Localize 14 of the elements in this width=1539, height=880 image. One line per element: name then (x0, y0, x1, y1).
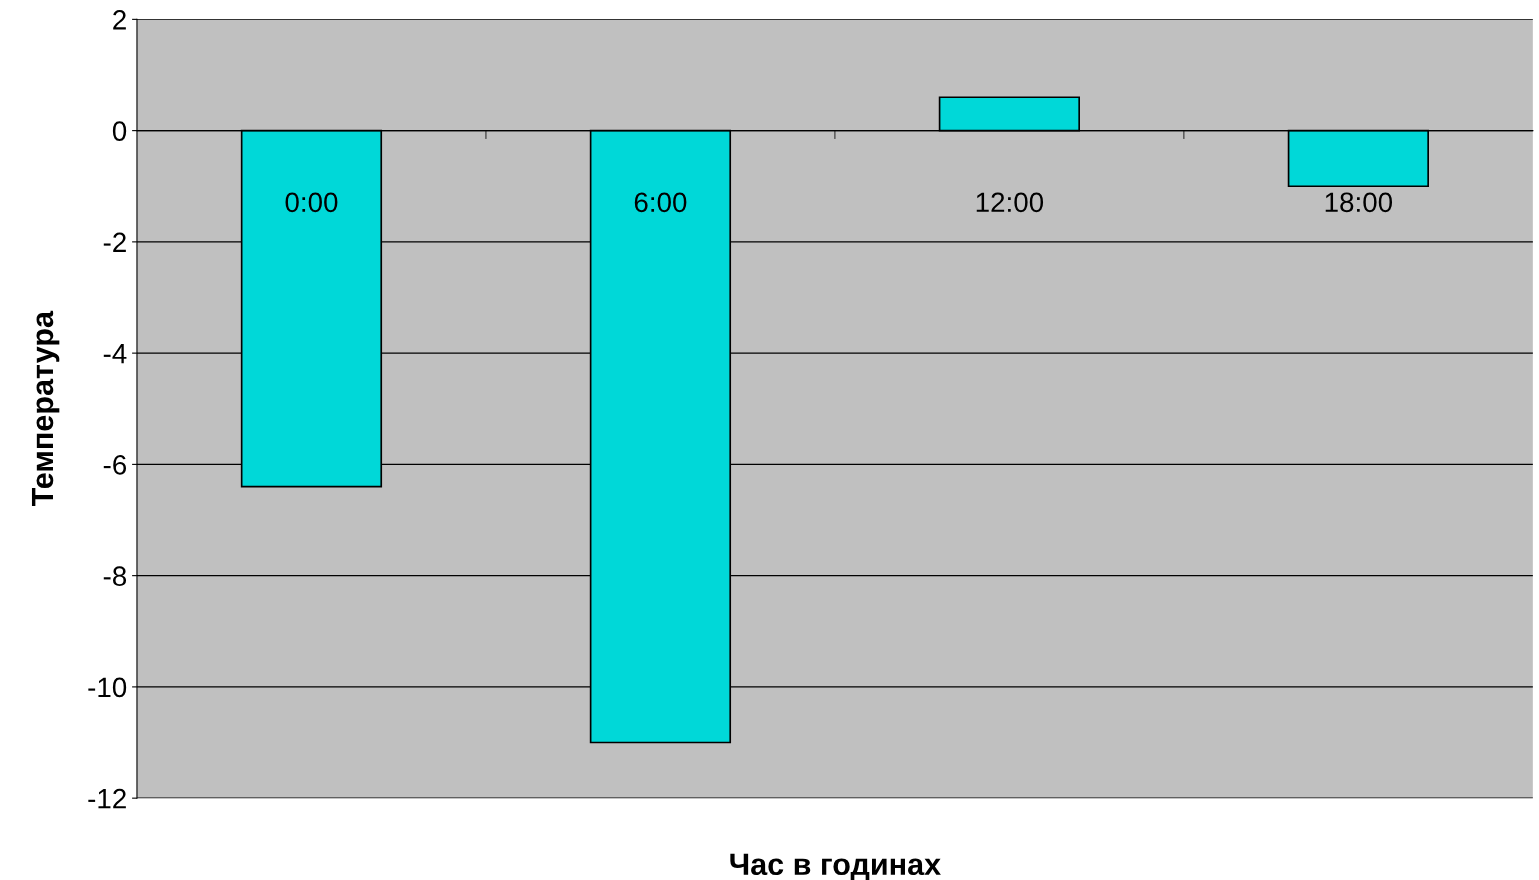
y-tick-label: 0 (112, 121, 127, 141)
x-tick-label: 0:00 (285, 192, 338, 213)
y-tick-label: -4 (103, 344, 127, 364)
x-tick-label: 6:00 (634, 192, 687, 213)
y-tick-label: -12 (88, 788, 126, 809)
y-axis-title: Температура (31, 310, 60, 507)
y-tick-label: -10 (88, 677, 127, 698)
y-tick-label: 2 (113, 10, 126, 30)
x-tick-label: 12:00 (976, 192, 1044, 213)
y-tick-label: -8 (103, 566, 127, 586)
x-axis-title: Час в годинах (730, 853, 941, 880)
y-tick-label: -6 (103, 455, 127, 475)
y-tick-label: -2 (103, 232, 126, 252)
x-tick-label: 18:00 (1325, 192, 1393, 213)
